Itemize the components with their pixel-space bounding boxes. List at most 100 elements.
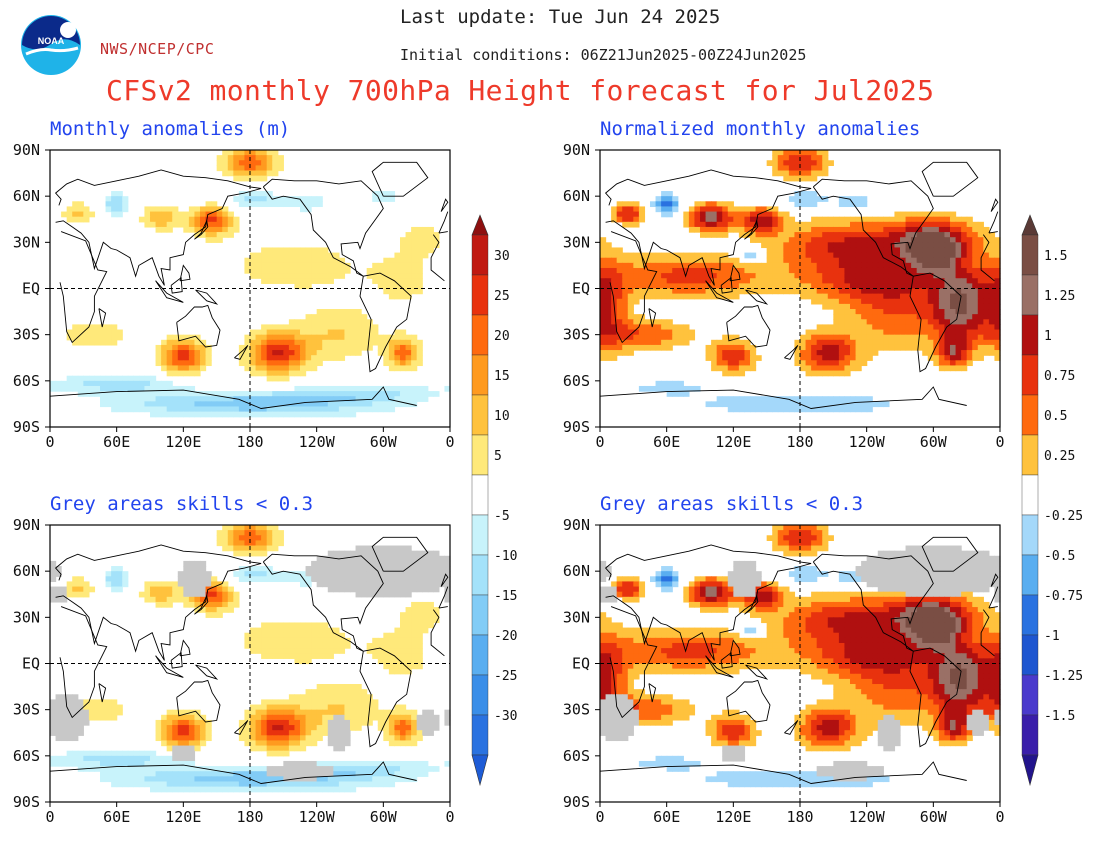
colorbar-tick-label: -10 [494, 549, 517, 564]
lat-tick-label: 60S [563, 747, 590, 765]
lon-tick-label: 180 [786, 808, 813, 826]
lat-tick-label: 90N [13, 516, 40, 534]
panel-title-skill-left: Grey areas skills < 0.3 [50, 493, 314, 515]
coastlines [599, 536, 999, 784]
lat-tick-label: 60N [563, 562, 590, 580]
last-update-text: Last update: Tue Jun 24 2025 [400, 6, 721, 28]
lat-tick-label: 60S [13, 747, 40, 765]
colorbar-tick-label: -5 [494, 509, 510, 524]
colorbar-tick-label: -1 [1044, 629, 1060, 644]
lon-tick-label: 120W [299, 433, 336, 451]
lon-tick-label: 180 [236, 433, 263, 451]
lat-tick-label: 60N [563, 187, 590, 205]
colorbar-tick-label: -25 [494, 669, 517, 684]
colorbar-tick-label: -1.25 [1044, 669, 1083, 684]
lon-tick-label: 180 [786, 433, 813, 451]
noaa-logo: NOAA [21, 15, 81, 75]
colorbar-tick-label: 15 [494, 369, 510, 384]
lat-tick-label: 90S [13, 793, 40, 811]
map-panel-anomalies: 90N 60N 30N EQ 30S 60S 90S 0 60E 120E 180 120W 60W 0 [13, 141, 455, 451]
lon-tick-label: 120W [849, 808, 886, 826]
lon-tick-label: 60E [103, 433, 130, 451]
lon-tick-label: 60W [370, 433, 398, 451]
colorbar-anomalies-m: 30 25 20 15 10 5 -5 -10 -15 -20 -25 -30 [471, 214, 517, 787]
lat-tick-label: EQ [572, 280, 590, 298]
lon-tick-label: 0 [595, 808, 604, 826]
lat-tick-label: 30S [563, 326, 590, 344]
lon-tick-label: 60W [920, 433, 948, 451]
lat-tick-label: 90S [563, 418, 590, 436]
lat-tick-label: 30N [563, 608, 590, 626]
lat-tick-label: 90N [13, 141, 40, 159]
lon-tick-label: 0 [45, 808, 54, 826]
coastlines [49, 161, 449, 409]
colorbar-tick-label: -20 [494, 629, 517, 644]
lat-tick-label: 90N [563, 141, 590, 159]
lon-tick-label: 120E [715, 433, 751, 451]
colorbar-normalized: 1.5 1.25 1 0.75 0.5 0.25 -0.25 -0.5 -0.75 -1 -1.25… [1021, 214, 1083, 787]
lon-tick-label: 60E [653, 433, 680, 451]
lon-tick-label: 0 [995, 433, 1004, 451]
lat-tick-label: 30N [563, 233, 590, 251]
lon-tick-label: 120E [715, 808, 751, 826]
lon-tick-label: 0 [595, 433, 604, 451]
colorbar-tick-label: -0.25 [1044, 509, 1083, 524]
colorbar-tick-label: 5 [494, 449, 502, 464]
colorbar-tick-label: 10 [494, 409, 510, 424]
lon-tick-label: 0 [45, 433, 54, 451]
lon-tick-label: 180 [236, 808, 263, 826]
colorbar-tick-label: -0.75 [1044, 589, 1083, 604]
panel-title-anomalies: Monthly anomalies (m) [50, 118, 291, 140]
lon-tick-label: 0 [995, 808, 1004, 826]
lat-tick-label: 60S [563, 372, 590, 390]
colorbar-tick-label: -30 [494, 709, 517, 724]
lat-tick-label: 90S [13, 418, 40, 436]
lat-tick-label: 60N [13, 187, 40, 205]
initial-conditions-text: Initial conditions: 06Z21Jun2025-00Z24Ju… [400, 46, 807, 64]
panel-title-skill-right: Grey areas skills < 0.3 [600, 493, 864, 515]
lon-tick-label: 0 [445, 808, 454, 826]
lon-tick-label: 120W [299, 808, 336, 826]
lat-tick-label: 90S [563, 793, 590, 811]
lat-tick-label: 60S [13, 372, 40, 390]
lon-tick-label: 60E [103, 808, 130, 826]
lon-tick-label: 120W [849, 433, 886, 451]
colorbar-tick-label: 1.25 [1044, 289, 1075, 304]
colorbar-tick-label: 20 [494, 329, 510, 344]
coastlines [599, 161, 999, 409]
coastlines [49, 536, 449, 784]
page-title: CFSv2 monthly 700hPa Height forecast for… [106, 74, 935, 107]
lat-tick-label: 60N [13, 562, 40, 580]
lon-tick-label: 120E [165, 433, 201, 451]
colorbar-tick-label: -15 [494, 589, 517, 604]
colorbar-tick-label: 0.25 [1044, 449, 1075, 464]
lat-tick-label: EQ [22, 280, 40, 298]
map-panel-normalized: 90N 60N 30N EQ 30S 60S 90S 0 60E 120E 180 120W 60W 0 [563, 141, 1005, 451]
lon-tick-label: 60W [920, 808, 948, 826]
lat-tick-label: 30N [13, 233, 40, 251]
lat-tick-label: 30S [13, 701, 40, 719]
colorbar-tick-label: -1.5 [1044, 709, 1075, 724]
colorbar-tick-label: 25 [494, 289, 510, 304]
lat-tick-label: 30S [13, 326, 40, 344]
lat-tick-label: EQ [572, 655, 590, 673]
lat-tick-label: EQ [22, 655, 40, 673]
colorbar-tick-label: 1.5 [1044, 249, 1067, 264]
organization-label: NWS/NCEP/CPC [100, 40, 215, 58]
lat-tick-label: 30N [13, 608, 40, 626]
map-panel-skill-normalized: 90N 60N 30N EQ 30S 60S 90S 0 60E 120E 180 120W 60W 0 [563, 516, 1005, 826]
lon-tick-label: 60E [653, 808, 680, 826]
colorbar-tick-label: 1 [1044, 329, 1052, 344]
map-panel-skill-anomalies: 90N 60N 30N EQ 30S 60S 90S 0 60E 120E 180 120W 60W 0 [13, 516, 455, 826]
lat-tick-label: 30S [563, 701, 590, 719]
svg-text:NOAA: NOAA [38, 36, 65, 46]
colorbar-tick-label: -0.5 [1044, 549, 1075, 564]
lon-tick-label: 0 [445, 433, 454, 451]
colorbar-tick-label: 0.75 [1044, 369, 1075, 384]
panel-title-normalized: Normalized monthly anomalies [600, 118, 921, 140]
lon-tick-label: 60W [370, 808, 398, 826]
colorbar-tick-label: 30 [494, 249, 510, 264]
colorbar-tick-label: 0.5 [1044, 409, 1067, 424]
lon-tick-label: 120E [165, 808, 201, 826]
